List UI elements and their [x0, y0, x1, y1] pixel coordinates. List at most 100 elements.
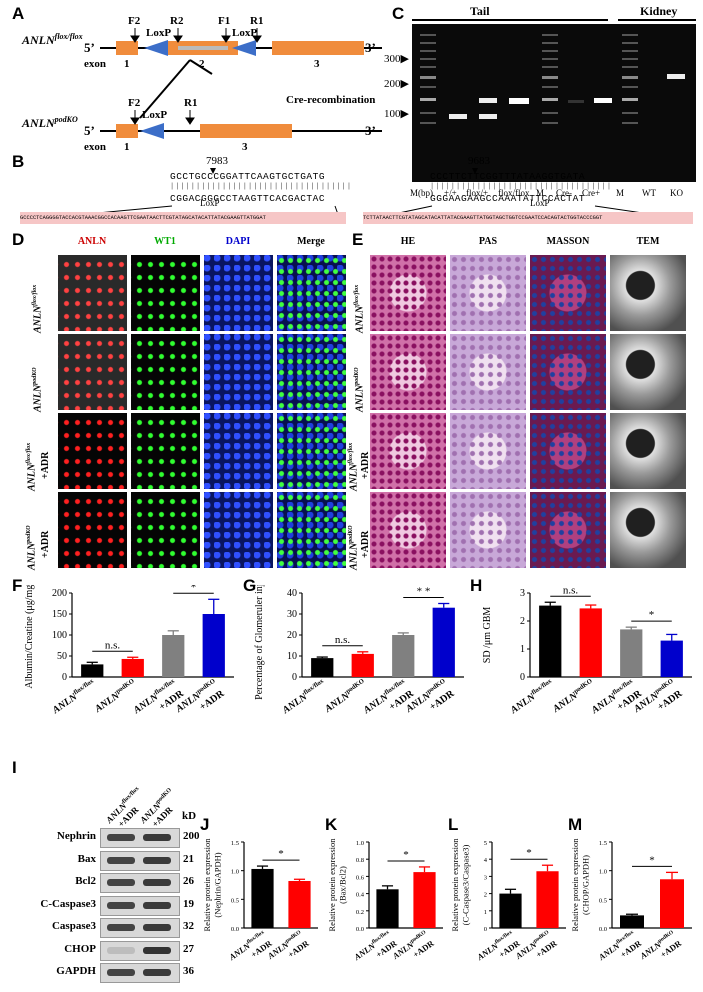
histo-row-label-3: ANLNflox/flox +ADR [348, 442, 371, 491]
wb-band-strip [100, 873, 180, 893]
bar [432, 607, 455, 677]
category-label-group: ANLNpodKO+ADR [631, 678, 685, 716]
category-label-group: ANLNpodKO+ADR [403, 678, 457, 716]
chart-glomerular-injury: 0 10 20 30 40 Percentage of Glomeruler injury… [254, 585, 464, 717]
bar [81, 664, 104, 677]
if-image-dapi-row1 [204, 255, 273, 331]
allele1-exon3 [272, 41, 364, 55]
allele2-name: ANLNpodKO [22, 115, 78, 130]
allele2-primers [130, 110, 195, 125]
y-axis-label-group: Percentage of Glomeruler injury [254, 585, 265, 700]
allele2-exon1-num: 1 [124, 141, 130, 153]
y-tick-label: 1 [484, 909, 487, 916]
significance-label: n.s. [105, 639, 121, 651]
chart-chop: 0.0 0.5 1.0 1.5 Relative protein expression(… [570, 838, 692, 963]
y-axis-label-group: Relative protein expression (Bax/Bcl2) [327, 838, 348, 932]
allele2-exon-label: exon [84, 141, 106, 153]
wb-kd-value: 21 [183, 852, 194, 865]
significance-label: * * [417, 586, 431, 598]
lane-label: M [536, 188, 545, 198]
loxp-label-2: LoxP [232, 27, 258, 39]
y-tick-label: 1.0 [356, 840, 364, 847]
y-tick-label: 3 [484, 874, 487, 881]
if-image-wt1-row1 [131, 255, 200, 331]
if-image-anln-row4 [58, 492, 127, 568]
y-axis-label: Albumin/Creatine (μg/mg) [24, 585, 35, 689]
if-col-anln: ANLN [77, 236, 107, 247]
histology-image-tem-row4 [610, 492, 686, 568]
bar [539, 605, 562, 677]
if-col-dapi: DAPI [225, 236, 251, 247]
if-image-anln-row1 [58, 255, 127, 331]
histology-image-masson-row4 [530, 492, 606, 568]
bar [288, 880, 311, 928]
lane-label: Cre- [556, 188, 572, 198]
y-axis-label-group: SD /μm GBM [482, 607, 493, 664]
y-tick-label: 0 [62, 672, 67, 683]
y-axis-label: Relative protein expression [450, 838, 460, 932]
histo-row-label-1: ANLNflox/flox [354, 284, 366, 333]
lane-label: +/+ [444, 188, 457, 198]
panel-label-d: D [12, 230, 25, 249]
allele1-exon1-num: 1 [124, 58, 130, 70]
gene-targeting-diagram [100, 28, 382, 139]
seq1-bottom: CGGACGGGCCTAAGTTCACGACTAC [170, 193, 326, 204]
y-tick-label: 3 [520, 588, 525, 599]
panel-label-j: J [200, 815, 210, 834]
allele2-3prime: 3’ [365, 123, 376, 138]
histology-image-he-row4 [370, 492, 446, 568]
allele2-5prime: 5’ [84, 123, 95, 138]
gel-kidney-label: Kidney [640, 4, 678, 18]
histo-col-masson: MASSON [546, 236, 590, 247]
wb-protein-label: Bax [77, 852, 96, 865]
y-tick-label: 10 [287, 651, 297, 662]
wb-kd-value: 19 [183, 897, 194, 910]
primer2-r1: R1 [184, 97, 198, 109]
gel-marker-300: 300▶ [384, 53, 409, 65]
wb-band-strip [100, 828, 180, 848]
if-row-label-3: ANLNflox/flox +ADR [26, 442, 51, 491]
y-tick-label: 30 [287, 609, 297, 620]
allele2-exon3 [200, 124, 292, 138]
seq2-bottom: GGGAAGAAGCCAAATATTCCACTAT [430, 193, 586, 204]
bar [376, 889, 399, 928]
histology-image-tem-row1 [610, 255, 686, 331]
bar [121, 658, 144, 677]
bar [499, 893, 522, 928]
if-image-merge-row4 [277, 492, 346, 568]
allele1-exon-label: exon [84, 58, 106, 70]
lane-label: flox/flox [498, 188, 530, 198]
panel-label-k: K [325, 815, 338, 834]
y-tick-label: 1.5 [599, 840, 607, 847]
allele1-exon1 [116, 41, 138, 55]
lane-label: Cre+ [582, 188, 601, 198]
chart-nephrin: 0.0 0.5 1.0 1.5 Relative protein expression(… [202, 838, 318, 963]
y-tick-label: 0.0 [231, 926, 239, 933]
category-label: ANLNpodKO [550, 678, 597, 716]
allele2-exon1 [116, 124, 138, 138]
category-label-group: ANLNflox/flox+ADR [226, 929, 274, 962]
significance-label: * [403, 849, 409, 861]
lane-label: KO [670, 188, 683, 198]
panel-label-l: L [448, 815, 459, 834]
bar [311, 658, 334, 677]
bar [162, 635, 185, 677]
y-tick-label: 0.8 [356, 857, 364, 864]
primer-f2: F2 [128, 15, 141, 27]
seq1-top: GCCTGCCCGGATTCAAGTGCTGATG [170, 171, 326, 182]
histo-row-label-4: ANLNpodKO +ADR [348, 525, 371, 570]
wb-protein-label: GAPDH [56, 965, 96, 977]
y-tick-label: 2 [484, 892, 487, 899]
seq2-top: CCCTTCTTCGGTTTATAAGGTGATA [430, 171, 586, 182]
significance-label: n.s. [563, 585, 579, 596]
y-tick-label: 0 [520, 672, 525, 683]
significance-label: * [649, 609, 655, 621]
y-axis-label: (C-Caspase3/Caspase3) [461, 844, 471, 925]
allele1-3prime: 3’ [365, 40, 376, 55]
panel-label-i: I [12, 758, 17, 777]
allele2-exon3-num: 3 [242, 141, 248, 153]
y-tick-label: 2 [520, 616, 525, 627]
wb-kd-value: 27 [183, 942, 194, 955]
y-tick-label: 100 [52, 630, 67, 641]
